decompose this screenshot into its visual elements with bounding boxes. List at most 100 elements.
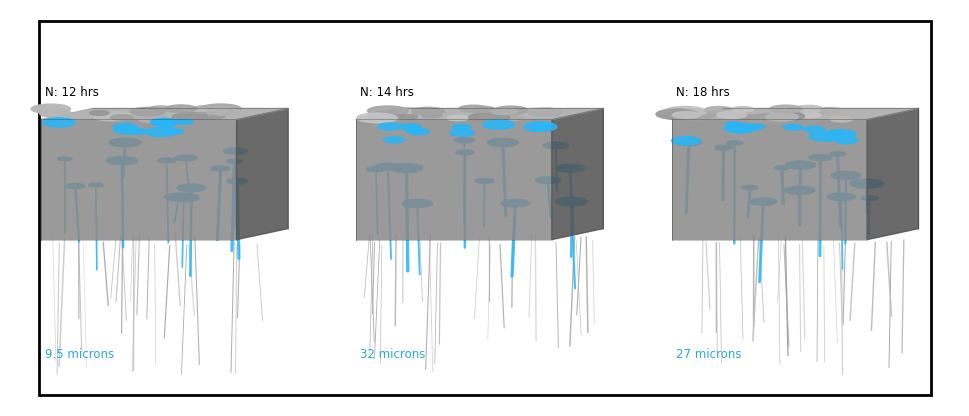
- Ellipse shape: [487, 139, 517, 147]
- Ellipse shape: [165, 193, 192, 201]
- Ellipse shape: [491, 109, 517, 115]
- Ellipse shape: [212, 107, 237, 113]
- Ellipse shape: [227, 159, 242, 163]
- Ellipse shape: [458, 105, 487, 112]
- Ellipse shape: [749, 198, 776, 205]
- Ellipse shape: [144, 127, 177, 136]
- Ellipse shape: [523, 122, 556, 131]
- Ellipse shape: [375, 163, 400, 170]
- Ellipse shape: [773, 166, 789, 170]
- Ellipse shape: [191, 107, 227, 116]
- Ellipse shape: [207, 107, 239, 115]
- Text: 32 microns: 32 microns: [359, 348, 425, 361]
- Ellipse shape: [411, 107, 444, 115]
- Ellipse shape: [175, 119, 193, 124]
- Ellipse shape: [227, 178, 247, 184]
- Ellipse shape: [656, 109, 698, 119]
- Ellipse shape: [149, 106, 172, 111]
- Ellipse shape: [151, 119, 174, 126]
- Ellipse shape: [475, 178, 493, 183]
- Ellipse shape: [203, 108, 236, 116]
- Ellipse shape: [661, 111, 693, 119]
- Ellipse shape: [829, 116, 852, 122]
- Ellipse shape: [535, 177, 560, 183]
- Ellipse shape: [200, 104, 241, 114]
- Ellipse shape: [43, 118, 75, 127]
- Ellipse shape: [714, 145, 732, 150]
- Ellipse shape: [193, 113, 215, 119]
- Ellipse shape: [57, 157, 72, 161]
- Ellipse shape: [849, 179, 883, 188]
- Ellipse shape: [793, 105, 823, 112]
- Ellipse shape: [671, 136, 700, 145]
- Ellipse shape: [398, 114, 418, 119]
- Ellipse shape: [455, 150, 474, 155]
- Ellipse shape: [812, 108, 836, 114]
- Ellipse shape: [527, 108, 562, 116]
- Ellipse shape: [383, 137, 404, 143]
- Ellipse shape: [407, 129, 428, 135]
- Ellipse shape: [452, 124, 471, 130]
- Ellipse shape: [768, 105, 801, 113]
- Ellipse shape: [520, 109, 550, 116]
- Ellipse shape: [40, 110, 72, 117]
- Polygon shape: [671, 109, 918, 119]
- Ellipse shape: [191, 106, 223, 113]
- Ellipse shape: [834, 137, 857, 144]
- Ellipse shape: [724, 124, 756, 133]
- Ellipse shape: [785, 161, 815, 169]
- Ellipse shape: [808, 154, 831, 161]
- Ellipse shape: [468, 112, 509, 122]
- Ellipse shape: [31, 104, 71, 114]
- Text: 9.5 microns: 9.5 microns: [45, 348, 114, 361]
- Ellipse shape: [827, 193, 855, 201]
- Ellipse shape: [66, 183, 85, 188]
- Ellipse shape: [165, 105, 197, 112]
- Ellipse shape: [471, 106, 495, 112]
- Ellipse shape: [371, 111, 407, 119]
- Ellipse shape: [528, 122, 549, 129]
- Ellipse shape: [543, 142, 568, 149]
- Polygon shape: [41, 109, 288, 119]
- Ellipse shape: [769, 112, 804, 120]
- Ellipse shape: [450, 129, 474, 136]
- Ellipse shape: [211, 166, 230, 171]
- FancyBboxPatch shape: [39, 21, 930, 395]
- Ellipse shape: [726, 141, 741, 145]
- Ellipse shape: [670, 109, 688, 114]
- Ellipse shape: [107, 156, 138, 165]
- Ellipse shape: [747, 114, 791, 124]
- Ellipse shape: [564, 200, 579, 204]
- Text: N: 14 hrs: N: 14 hrs: [359, 86, 414, 99]
- Ellipse shape: [110, 115, 133, 120]
- Ellipse shape: [131, 107, 166, 116]
- Ellipse shape: [454, 138, 474, 143]
- Ellipse shape: [109, 138, 141, 147]
- Ellipse shape: [223, 148, 247, 154]
- Ellipse shape: [400, 124, 421, 129]
- Ellipse shape: [88, 183, 103, 187]
- Polygon shape: [357, 109, 603, 119]
- Ellipse shape: [478, 114, 497, 119]
- Ellipse shape: [367, 106, 408, 116]
- Ellipse shape: [787, 108, 806, 112]
- Ellipse shape: [388, 108, 426, 117]
- Ellipse shape: [403, 126, 422, 132]
- FancyBboxPatch shape: [41, 119, 236, 240]
- Ellipse shape: [735, 114, 756, 120]
- Ellipse shape: [554, 164, 584, 172]
- Ellipse shape: [672, 109, 715, 119]
- Ellipse shape: [830, 171, 860, 179]
- Polygon shape: [236, 109, 288, 240]
- Ellipse shape: [93, 111, 132, 121]
- Ellipse shape: [675, 139, 701, 146]
- Ellipse shape: [158, 122, 175, 127]
- Ellipse shape: [820, 107, 841, 113]
- Ellipse shape: [716, 111, 746, 119]
- Text: N: 12 hrs: N: 12 hrs: [45, 86, 99, 99]
- Ellipse shape: [113, 126, 141, 134]
- Ellipse shape: [824, 130, 856, 139]
- Ellipse shape: [797, 112, 821, 118]
- Ellipse shape: [188, 113, 209, 118]
- Ellipse shape: [367, 115, 398, 122]
